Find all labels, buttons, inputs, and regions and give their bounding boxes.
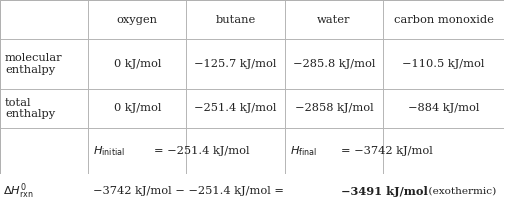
Text: −2858 kJ/mol: −2858 kJ/mol <box>294 103 373 113</box>
Bar <box>88 89 186 128</box>
Bar <box>0 174 88 199</box>
Bar <box>0 39 88 89</box>
Bar <box>88 39 186 89</box>
Text: water: water <box>317 15 350 25</box>
Bar <box>88 0 186 39</box>
Bar <box>383 174 504 199</box>
Bar <box>186 39 285 89</box>
Text: −110.5 kJ/mol: −110.5 kJ/mol <box>402 59 485 69</box>
Text: −884 kJ/mol: −884 kJ/mol <box>408 103 479 113</box>
Bar <box>0 0 88 39</box>
Text: (exothermic): (exothermic) <box>425 187 497 196</box>
Text: −3742 kJ/mol − −251.4 kJ/mol =: −3742 kJ/mol − −251.4 kJ/mol = <box>93 186 288 196</box>
Bar <box>383 0 504 39</box>
Text: −285.8 kJ/mol: −285.8 kJ/mol <box>292 59 375 69</box>
Text: 0 kJ/mol: 0 kJ/mol <box>114 103 161 113</box>
Text: total
enthalpy: total enthalpy <box>5 98 55 119</box>
Text: $\mathit{H}_\mathrm{final}$: $\mathit{H}_\mathrm{final}$ <box>290 144 317 158</box>
Text: oxygen: oxygen <box>117 15 158 25</box>
Bar <box>383 39 504 89</box>
Text: carbon monoxide: carbon monoxide <box>393 15 494 25</box>
Bar <box>285 0 383 39</box>
Bar <box>285 174 383 199</box>
Text: molecular
enthalpy: molecular enthalpy <box>5 53 63 75</box>
Text: 0 kJ/mol: 0 kJ/mol <box>114 59 161 69</box>
Bar <box>285 39 383 89</box>
Bar <box>0 128 88 174</box>
Text: = −251.4 kJ/mol: = −251.4 kJ/mol <box>154 146 249 156</box>
Bar <box>285 128 383 174</box>
Bar <box>0 89 88 128</box>
Bar <box>285 89 383 128</box>
Bar <box>383 128 504 174</box>
Bar <box>88 128 186 174</box>
Text: $\mathit{H}_\mathrm{initial}$: $\mathit{H}_\mathrm{initial}$ <box>93 144 125 158</box>
Text: $\Delta H^0_\mathrm{rxn}$: $\Delta H^0_\mathrm{rxn}$ <box>3 181 34 199</box>
Text: −251.4 kJ/mol: −251.4 kJ/mol <box>194 103 277 113</box>
Bar <box>88 174 186 199</box>
Text: −3491 kJ/mol: −3491 kJ/mol <box>341 186 427 197</box>
Bar <box>186 174 285 199</box>
Text: butane: butane <box>215 15 255 25</box>
Bar <box>383 89 504 128</box>
Text: −125.7 kJ/mol: −125.7 kJ/mol <box>194 59 277 69</box>
Bar <box>186 128 285 174</box>
Bar <box>186 0 285 39</box>
Bar <box>186 89 285 128</box>
Text: = −3742 kJ/mol: = −3742 kJ/mol <box>341 146 432 156</box>
